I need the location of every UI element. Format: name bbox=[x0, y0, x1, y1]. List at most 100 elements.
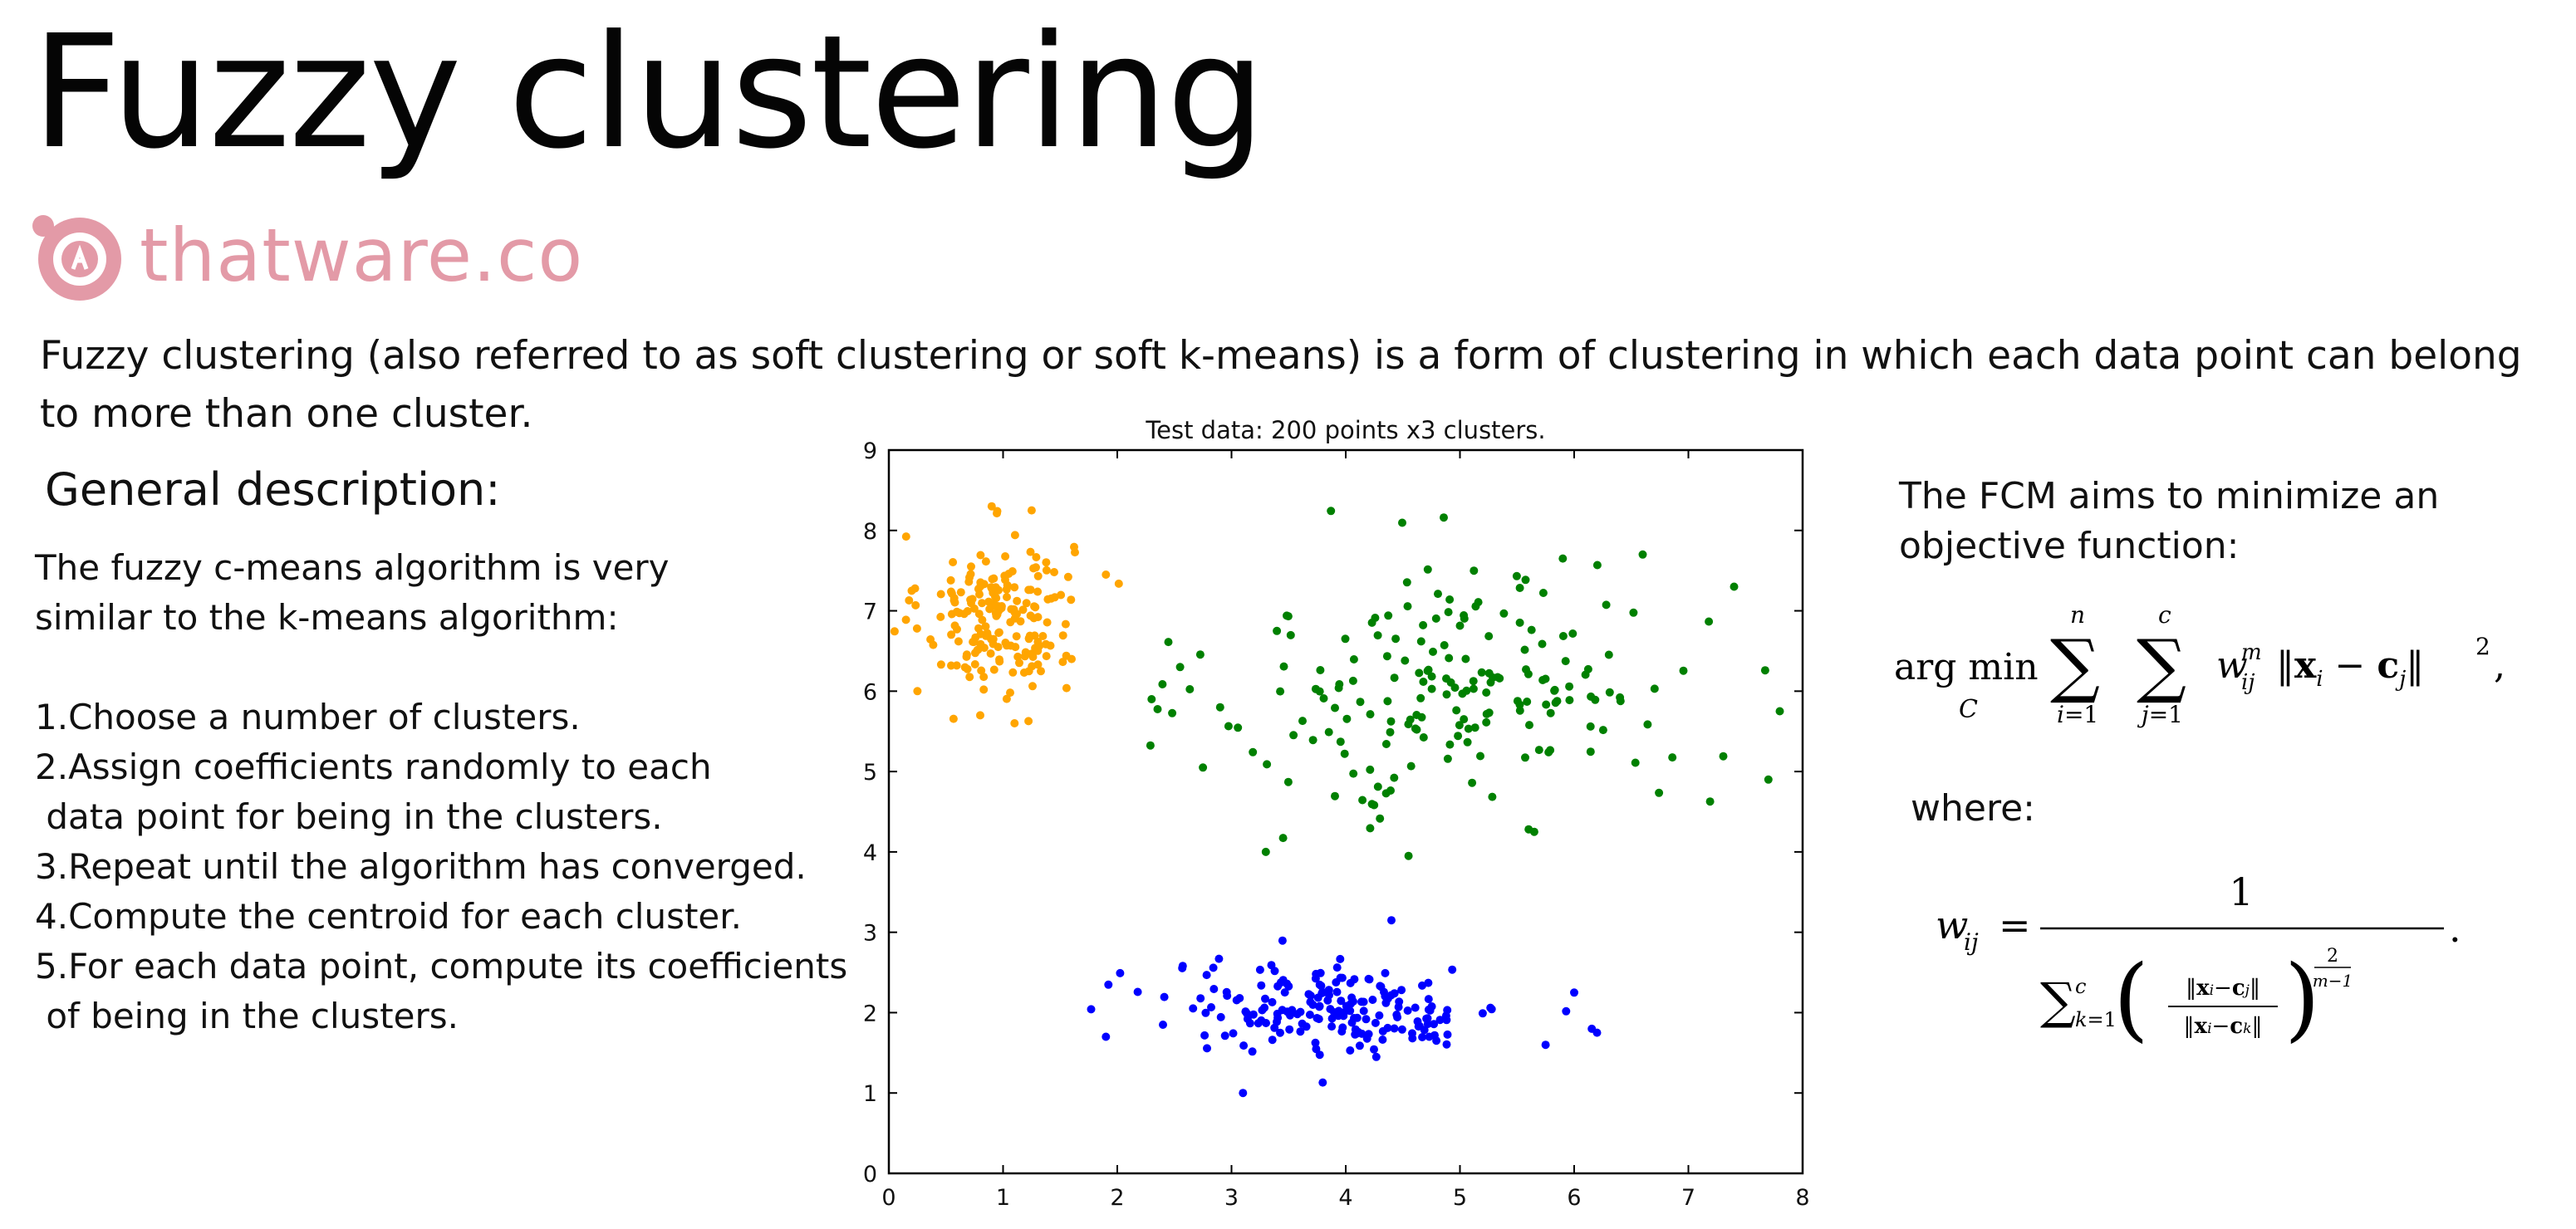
data-point bbox=[1032, 553, 1041, 561]
data-point bbox=[987, 502, 996, 511]
data-point bbox=[1362, 1015, 1371, 1024]
data-point bbox=[1342, 714, 1352, 723]
data-point bbox=[1298, 1019, 1307, 1028]
data-point bbox=[1415, 668, 1424, 678]
data-point bbox=[1298, 717, 1307, 726]
data-point bbox=[1024, 634, 1033, 644]
data-point bbox=[947, 661, 955, 670]
data-point bbox=[994, 585, 1003, 595]
data-point bbox=[1318, 1078, 1327, 1087]
x-tick-label: 4 bbox=[1338, 1185, 1352, 1211]
data-point bbox=[1332, 978, 1341, 987]
axis-layer: 0 1 2 3 4 5 6 7 8 0 1 2 3 4 5 6 7 8 9 bbox=[863, 438, 1810, 1211]
data-point bbox=[1223, 992, 1232, 1001]
data-point bbox=[1455, 721, 1464, 730]
data-point bbox=[1470, 723, 1479, 732]
data-point bbox=[1316, 666, 1325, 674]
data-point bbox=[1010, 531, 1019, 540]
svg-text:‖xi−cj‖: ‖xi−cj‖ bbox=[2186, 976, 2260, 1001]
data-point bbox=[1366, 765, 1375, 774]
data-point bbox=[1411, 1003, 1420, 1012]
data-point bbox=[1347, 1018, 1357, 1027]
data-point bbox=[1476, 752, 1484, 761]
data-point bbox=[1327, 507, 1336, 516]
data-point bbox=[1546, 746, 1555, 755]
data-point bbox=[969, 604, 979, 613]
data-point bbox=[1542, 700, 1551, 709]
data-point bbox=[1164, 638, 1173, 647]
data-point bbox=[1201, 1008, 1210, 1017]
data-point bbox=[1435, 1016, 1445, 1025]
data-point bbox=[1261, 847, 1270, 856]
data-point bbox=[1442, 674, 1450, 683]
data-point bbox=[1255, 965, 1264, 974]
data-point bbox=[1102, 570, 1111, 579]
svg-text:i=1: i=1 bbox=[2057, 701, 2098, 728]
thatware-logo-icon bbox=[28, 208, 125, 304]
data-point bbox=[1366, 710, 1375, 719]
data-point bbox=[1283, 777, 1293, 786]
data-point bbox=[1394, 1002, 1403, 1011]
data-point bbox=[1047, 594, 1056, 603]
data-point bbox=[1195, 650, 1205, 659]
data-point bbox=[1285, 1025, 1294, 1034]
data-point bbox=[1146, 741, 1155, 750]
data-point bbox=[989, 639, 998, 649]
svg-text:m: m bbox=[2241, 640, 2262, 665]
data-point bbox=[1581, 670, 1590, 679]
data-point bbox=[976, 629, 985, 639]
data-point bbox=[1515, 618, 1524, 627]
data-point bbox=[1423, 565, 1432, 574]
data-point bbox=[1349, 769, 1358, 778]
data-point bbox=[1229, 1029, 1238, 1038]
x-tick-label: 8 bbox=[1795, 1185, 1809, 1211]
data-point bbox=[1484, 632, 1494, 641]
data-point bbox=[1033, 571, 1043, 580]
data-point bbox=[1337, 996, 1346, 1006]
data-point bbox=[1424, 665, 1433, 674]
data-point bbox=[1371, 1052, 1381, 1061]
data-point bbox=[1296, 1027, 1305, 1036]
data-point bbox=[1655, 788, 1664, 797]
data-point bbox=[1390, 1024, 1399, 1033]
data-point bbox=[946, 587, 955, 596]
data-point bbox=[981, 622, 990, 631]
data-point bbox=[1366, 824, 1375, 833]
step-line: 1.Choose a number of clusters. bbox=[35, 697, 581, 737]
data-point bbox=[1470, 566, 1479, 575]
data-point bbox=[1273, 1013, 1283, 1022]
x-tick-label: 3 bbox=[1224, 1185, 1239, 1211]
data-point bbox=[1432, 1036, 1441, 1045]
data-point bbox=[1324, 727, 1333, 737]
data-point bbox=[911, 600, 920, 610]
data-point bbox=[1349, 655, 1358, 663]
data-point bbox=[1327, 1014, 1337, 1023]
data-point bbox=[1314, 1015, 1323, 1024]
data-point bbox=[1482, 688, 1491, 697]
data-point bbox=[1440, 513, 1448, 522]
data-point bbox=[1520, 645, 1529, 654]
data-point bbox=[952, 607, 961, 616]
svg-text:k=1: k=1 bbox=[2075, 1008, 2117, 1031]
svg-text:w: w bbox=[1936, 903, 1968, 947]
svg-text:‖xi − cj‖: ‖xi − cj‖ bbox=[2276, 644, 2424, 692]
data-point bbox=[1403, 1006, 1412, 1015]
data-point bbox=[1022, 599, 1031, 608]
data-point bbox=[1541, 1040, 1550, 1050]
data-point bbox=[979, 673, 989, 682]
data-point bbox=[1315, 1001, 1324, 1011]
y-tick-label: 0 bbox=[863, 1162, 877, 1187]
data-point bbox=[1392, 1011, 1401, 1019]
data-point bbox=[1189, 1004, 1198, 1013]
data-point bbox=[1318, 987, 1327, 996]
data-point bbox=[1037, 667, 1045, 676]
data-point bbox=[1316, 968, 1325, 977]
svg-text:∑: ∑ bbox=[2050, 624, 2100, 706]
data-point bbox=[1340, 749, 1349, 758]
data-point bbox=[1419, 733, 1428, 742]
data-point bbox=[987, 584, 996, 593]
data-point bbox=[1605, 688, 1614, 697]
data-point bbox=[1202, 971, 1211, 980]
data-point bbox=[1524, 669, 1533, 678]
data-point bbox=[1442, 1040, 1451, 1049]
